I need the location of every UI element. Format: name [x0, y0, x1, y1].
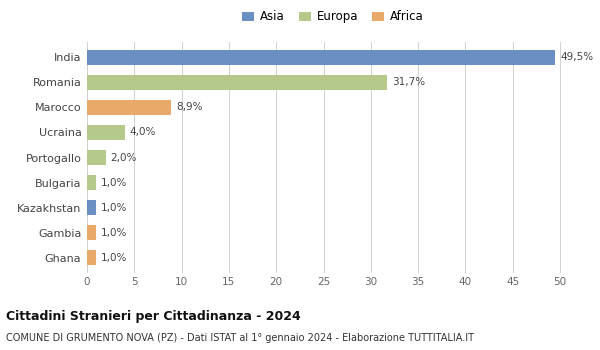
Bar — [87, 225, 97, 240]
Text: 1,0%: 1,0% — [101, 177, 128, 188]
Bar — [87, 175, 97, 190]
Legend: Asia, Europa, Africa: Asia, Europa, Africa — [239, 7, 427, 27]
Text: 31,7%: 31,7% — [392, 77, 425, 87]
Text: 1,0%: 1,0% — [101, 228, 128, 238]
Bar — [87, 50, 556, 65]
Text: 49,5%: 49,5% — [560, 52, 593, 62]
Text: Cittadini Stranieri per Cittadinanza - 2024: Cittadini Stranieri per Cittadinanza - 2… — [6, 310, 301, 323]
Text: 1,0%: 1,0% — [101, 253, 128, 263]
Text: 4,0%: 4,0% — [130, 127, 156, 138]
Bar — [87, 75, 387, 90]
Bar — [87, 100, 171, 115]
Bar — [87, 250, 97, 265]
Text: 8,9%: 8,9% — [176, 102, 202, 112]
Bar — [87, 200, 97, 215]
Text: COMUNE DI GRUMENTO NOVA (PZ) - Dati ISTAT al 1° gennaio 2024 - Elaborazione TUTT: COMUNE DI GRUMENTO NOVA (PZ) - Dati ISTA… — [6, 333, 474, 343]
Text: 1,0%: 1,0% — [101, 203, 128, 213]
Bar — [87, 125, 125, 140]
Text: 2,0%: 2,0% — [110, 153, 137, 162]
Bar — [87, 150, 106, 165]
